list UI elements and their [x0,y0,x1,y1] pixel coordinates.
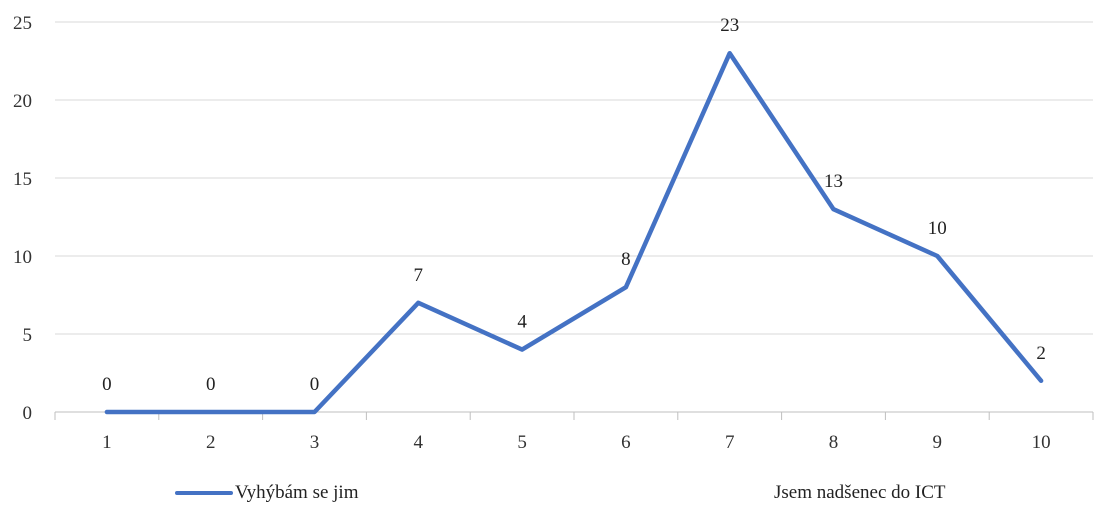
data-label: 4 [517,312,527,333]
x-tick-label: 10 [1032,432,1051,453]
data-label: 0 [102,374,112,395]
x-tick-label: 4 [414,432,424,453]
x-tick-label: 8 [829,432,839,453]
y-tick-label: 5 [23,325,33,346]
data-label: 8 [621,249,631,270]
gridlines [55,21,1093,335]
x-tick-label: 9 [933,432,943,453]
data-label: 2 [1036,343,1046,364]
y-tick-label: 10 [13,247,32,268]
y-tick-label: 0 [23,403,33,424]
data-label: 23 [720,15,739,36]
data-label: 13 [824,171,843,192]
legend-item-left: Vyhýbám se jim [175,482,359,504]
y-tick-label: 25 [13,13,32,34]
data-label: 0 [206,374,216,395]
x-tick-label: 5 [517,432,527,453]
legend-left-label: Vyhýbám se jim [235,482,359,503]
data-label: 0 [310,374,320,395]
x-tick-label: 1 [102,432,112,453]
y-tick-label: 20 [13,91,32,112]
y-tick-labels: 0 5 10 15 20 25 [13,13,32,424]
legend-line-swatch [175,491,233,495]
x-tick-label: 6 [621,432,631,453]
data-label: 7 [414,265,424,286]
legend-item-right: Jsem nadšenec do ICT [774,482,945,504]
series-line-group [104,50,1044,415]
x-tick-labels: 1 2 3 4 5 6 7 8 9 10 [102,432,1050,453]
data-label: 10 [928,218,947,239]
legend-right-label: Jsem nadšenec do ICT [774,482,946,503]
series-line [104,50,1044,415]
x-tick-label: 3 [310,432,320,453]
x-tick-label: 7 [725,432,735,453]
x-tick-label: 2 [206,432,216,453]
data-labels: 0 0 0 7 4 8 23 13 10 2 [102,15,1046,395]
y-tick-label: 15 [13,169,32,190]
legend: Vyhýbám se jim Jsem nadšenec do ICT [0,482,1109,510]
